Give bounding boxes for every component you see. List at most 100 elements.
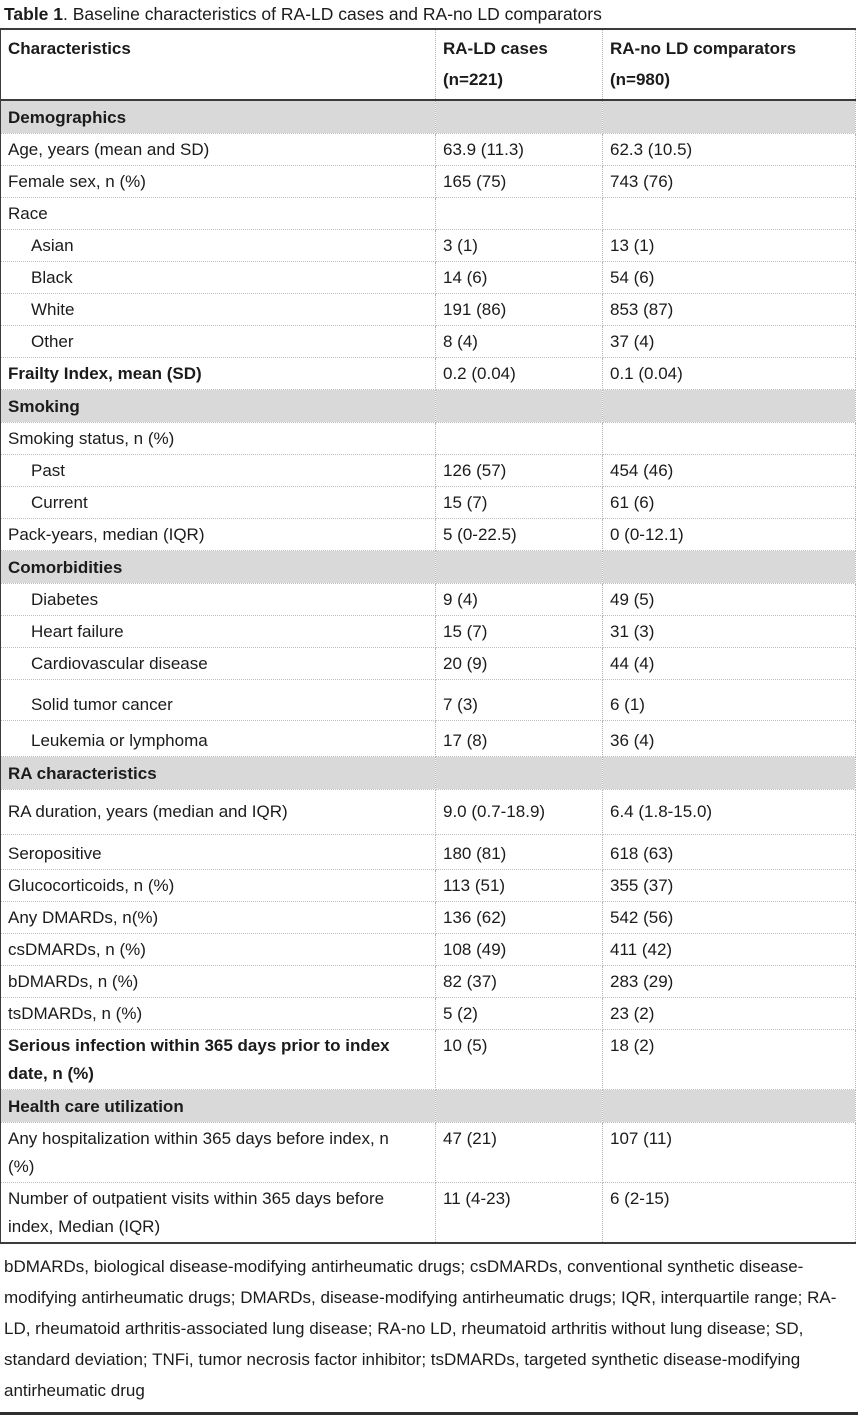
value-cell-ra-no-ld: 37 (4) — [602, 325, 856, 358]
column-header-ra-ld-line2: (n=221) — [443, 70, 503, 89]
abbreviations-footnote: bDMARDs, biological disease-modifying an… — [4, 1257, 837, 1400]
value-cell-ra-ld: 15 (7) — [435, 615, 603, 648]
value-cell-ra-ld: 11 (4-23) — [435, 1182, 603, 1243]
table-row: Race — [0, 197, 856, 230]
value-cell-ra-no-ld: 44 (4) — [602, 647, 856, 680]
section-header-empty-cell — [602, 550, 856, 584]
value-cell-ra-ld: 5 (2) — [435, 997, 603, 1030]
value-cell-ra-no-ld: 6.4 (1.8-15.0) — [602, 789, 856, 835]
value-cell-ra-ld: 17 (8) — [435, 720, 603, 757]
table-row: Asian 3 (1) 13 (1) — [0, 229, 856, 262]
value-cell-ra-ld: 113 (51) — [435, 869, 603, 902]
table-row: Heart failure 15 (7) 31 (3) — [0, 615, 856, 648]
value-cell-ra-ld — [435, 422, 603, 455]
row-label-cell: Number of outpatient visits within 365 d… — [0, 1182, 436, 1243]
table-row: Any DMARDs, n(%) 136 (62) 542 (56) — [0, 901, 856, 934]
table-row: Serious infection within 365 days prior … — [0, 1029, 856, 1090]
row-label-cell: Diabetes — [0, 583, 436, 616]
value-cell-ra-ld: 14 (6) — [435, 261, 603, 294]
row-label-cell: Age, years (mean and SD) — [0, 133, 436, 166]
row-label-cell: Current — [0, 486, 436, 519]
section-header-row: RA characteristics — [0, 756, 856, 790]
table-row: Diabetes 9 (4) 49 (5) — [0, 583, 856, 616]
table-row: Female sex, n (%) 165 (75) 743 (76) — [0, 165, 856, 198]
value-cell-ra-no-ld: 13 (1) — [602, 229, 856, 262]
section-header-row: Demographics — [0, 100, 856, 134]
table-row: Pack-years, median (IQR) 5 (0-22.5) 0 (0-1… — [0, 518, 856, 551]
column-header-ra-no-ld-line2: (n=980) — [610, 70, 670, 89]
row-label-cell: Pack-years, median (IQR) — [0, 518, 436, 551]
row-label-cell: Seropositive — [0, 834, 436, 870]
table-row: Age, years (mean and SD) 63.9 (11.3) 62.3 … — [0, 133, 856, 166]
value-cell-ra-no-ld: 411 (42) — [602, 933, 856, 966]
row-label-cell: White — [0, 293, 436, 326]
value-cell-ra-no-ld: 454 (46) — [602, 454, 856, 487]
value-cell-ra-ld: 191 (86) — [435, 293, 603, 326]
value-cell-ra-no-ld: 6 (1) — [602, 679, 856, 721]
section-header-label: Comorbidities — [0, 550, 436, 584]
row-label-cell: Leukemia or lymphoma — [0, 720, 436, 757]
value-cell-ra-no-ld: 62.3 (10.5) — [602, 133, 856, 166]
value-cell-ra-no-ld: 618 (63) — [602, 834, 856, 870]
value-cell-ra-ld: 63.9 (11.3) — [435, 133, 603, 166]
value-cell-ra-ld: 9 (4) — [435, 583, 603, 616]
value-cell-ra-no-ld — [602, 197, 856, 230]
value-cell-ra-ld: 108 (49) — [435, 933, 603, 966]
section-header-label: RA characteristics — [0, 756, 436, 790]
column-header-ra-no-ld-line1: RA-no LD comparators — [610, 39, 797, 58]
section-header-label: Demographics — [0, 100, 436, 134]
row-label-cell: Cardiovascular disease — [0, 647, 436, 680]
value-cell-ra-no-ld: 542 (56) — [602, 901, 856, 934]
value-cell-ra-no-ld: 743 (76) — [602, 165, 856, 198]
row-label-cell: Any DMARDs, n(%) — [0, 901, 436, 934]
value-cell-ra-no-ld: 49 (5) — [602, 583, 856, 616]
value-cell-ra-no-ld: 107 (11) — [602, 1122, 856, 1183]
value-cell-ra-no-ld: 54 (6) — [602, 261, 856, 294]
row-label-cell: Female sex, n (%) — [0, 165, 436, 198]
value-cell-ra-no-ld: 18 (2) — [602, 1029, 856, 1090]
row-label-cell: Frailty Index, mean (SD) — [0, 357, 436, 390]
value-cell-ra-no-ld: 0 (0-12.1) — [602, 518, 856, 551]
column-header-ra-ld-cases: RA-LD cases (n=221) — [435, 29, 603, 101]
value-cell-ra-no-ld: 6 (2-15) — [602, 1182, 856, 1243]
row-label-cell: bDMARDs, n (%) — [0, 965, 436, 998]
value-cell-ra-ld: 7 (3) — [435, 679, 603, 721]
value-cell-ra-no-ld — [602, 422, 856, 455]
row-label-cell: Serious infection within 365 days prior … — [0, 1029, 436, 1090]
value-cell-ra-ld: 15 (7) — [435, 486, 603, 519]
section-header-empty-cell — [602, 389, 856, 423]
table-row: White 191 (86) 853 (87) — [0, 293, 856, 326]
table-row: Any hospitalization within 365 days befo… — [0, 1122, 856, 1183]
section-header-empty-cell — [435, 1089, 603, 1123]
row-label-cell: Any hospitalization within 365 days befo… — [0, 1122, 436, 1183]
table-row: csDMARDs, n (%) 108 (49) 411 (42) — [0, 933, 856, 966]
value-cell-ra-no-ld: 31 (3) — [602, 615, 856, 648]
table-row: Frailty Index, mean (SD) 0.2 (0.04) 0.1 (0… — [0, 357, 856, 390]
row-label-cell: RA duration, years (median and IQR) — [0, 789, 436, 835]
table-row: RA duration, years (median and IQR) 9.0 (… — [0, 789, 856, 835]
table-row: Black 14 (6) 54 (6) — [0, 261, 856, 294]
table-header-row: Characteristics RA-LD cases (n=221) RA-n… — [0, 29, 856, 101]
value-cell-ra-ld: 0.2 (0.04) — [435, 357, 603, 390]
section-header-empty-cell — [435, 756, 603, 790]
section-header-empty-cell — [435, 550, 603, 584]
column-header-ra-ld-line1: RA-LD cases — [443, 39, 548, 58]
table-row: Leukemia or lymphoma 17 (8) 36 (4) — [0, 720, 856, 757]
row-label-cell: Smoking status, n (%) — [0, 422, 436, 455]
row-label-cell: Heart failure — [0, 615, 436, 648]
value-cell-ra-no-ld: 283 (29) — [602, 965, 856, 998]
value-cell-ra-ld: 126 (57) — [435, 454, 603, 487]
value-cell-ra-ld: 8 (4) — [435, 325, 603, 358]
value-cell-ra-no-ld: 853 (87) — [602, 293, 856, 326]
table-row: Glucocorticoids, n (%) 113 (51) 355 (37) — [0, 869, 856, 902]
table-row: Number of outpatient visits within 365 d… — [0, 1182, 856, 1243]
section-header-empty-cell — [602, 756, 856, 790]
value-cell-ra-ld: 136 (62) — [435, 901, 603, 934]
table-row: tsDMARDs, n (%) 5 (2) 23 (2) — [0, 997, 856, 1030]
row-label-cell: csDMARDs, n (%) — [0, 933, 436, 966]
value-cell-ra-ld: 47 (21) — [435, 1122, 603, 1183]
section-header-empty-cell — [602, 1089, 856, 1123]
value-cell-ra-ld: 9.0 (0.7-18.9) — [435, 789, 603, 835]
section-header-empty-cell — [435, 100, 603, 134]
row-label-cell: Race — [0, 197, 436, 230]
